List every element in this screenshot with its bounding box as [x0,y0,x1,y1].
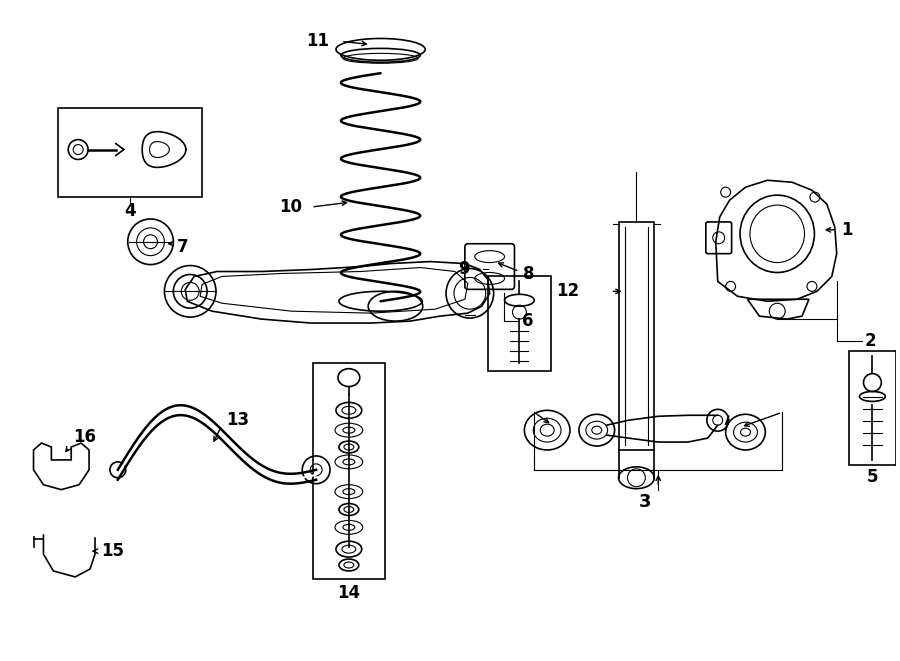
Text: 9: 9 [458,260,470,278]
Text: 1: 1 [841,221,852,239]
Text: 15: 15 [101,542,124,560]
Text: 16: 16 [73,428,96,446]
Text: 13: 13 [226,411,249,429]
Bar [618,222,654,450]
Text: 2: 2 [865,332,876,350]
Text: 8: 8 [524,266,535,284]
Bar [58,108,202,197]
Text: 10: 10 [279,198,302,216]
Text: 3: 3 [638,492,651,510]
Bar [488,276,551,371]
Text: 7: 7 [177,238,189,256]
Text: 5: 5 [867,468,878,486]
Text: 4: 4 [124,202,136,220]
Bar [849,351,896,465]
Text: 11: 11 [306,32,329,50]
Text: 12: 12 [556,282,579,300]
Bar [313,363,384,579]
Text: 6: 6 [522,312,534,330]
Text: 14: 14 [338,584,360,602]
